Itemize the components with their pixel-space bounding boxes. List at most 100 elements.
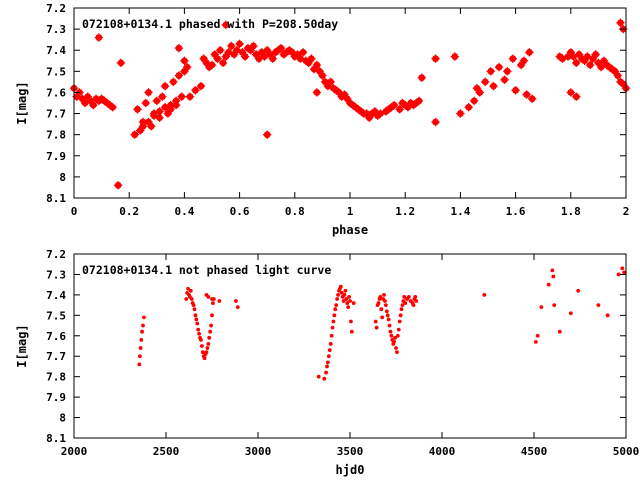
y-tick-label: 7.6 bbox=[46, 86, 66, 99]
data-point bbox=[144, 88, 153, 97]
data-point bbox=[199, 337, 203, 342]
x-tick-label: 1.2 bbox=[395, 205, 415, 218]
data-point bbox=[349, 329, 354, 334]
data-point bbox=[400, 303, 405, 308]
phased-y-tick-labels: 7.2 7.3 7.4 7.5 7.6 7.7 7.8 7.9 8 8.1 bbox=[46, 2, 66, 205]
data-point bbox=[189, 297, 194, 301]
data-point bbox=[551, 274, 556, 279]
data-point bbox=[138, 346, 143, 350]
data-point bbox=[500, 75, 509, 84]
data-point bbox=[196, 327, 201, 332]
data-point bbox=[149, 111, 159, 120]
data-point bbox=[138, 122, 148, 131]
data-point bbox=[193, 313, 198, 318]
data-point bbox=[199, 344, 204, 348]
data-point bbox=[403, 301, 408, 305]
data-point bbox=[332, 313, 337, 318]
data-point bbox=[508, 54, 518, 63]
y-tick-label: 7.2 bbox=[46, 2, 66, 15]
data-point bbox=[596, 303, 601, 308]
data-point bbox=[417, 73, 426, 82]
data-point bbox=[387, 323, 392, 328]
data-point bbox=[211, 301, 215, 305]
data-point bbox=[572, 58, 581, 68]
data-point bbox=[316, 374, 321, 379]
data-point bbox=[349, 319, 353, 324]
data-point bbox=[539, 305, 544, 310]
data-point bbox=[406, 295, 411, 299]
data-point bbox=[210, 313, 214, 318]
unphased-y-axis-label: I[mag] bbox=[15, 324, 29, 367]
y-tick-label: 7.9 bbox=[46, 391, 66, 404]
data-point bbox=[188, 288, 193, 293]
data-point bbox=[177, 92, 186, 101]
unphased-plot-title: 072108+0134.1 not phased light curve bbox=[82, 263, 331, 277]
data-point bbox=[307, 54, 316, 63]
data-point bbox=[185, 92, 195, 101]
data-point bbox=[171, 96, 181, 106]
x-tick-label: 5000 bbox=[613, 445, 640, 458]
data-point bbox=[393, 335, 397, 340]
data-point bbox=[144, 117, 153, 127]
unphased-plot-frame bbox=[73, 253, 627, 439]
data-point bbox=[373, 319, 378, 324]
data-point bbox=[312, 88, 322, 97]
data-point bbox=[268, 54, 277, 63]
data-point bbox=[333, 307, 338, 312]
data-point bbox=[208, 329, 213, 334]
data-point bbox=[568, 311, 573, 316]
data-point bbox=[379, 307, 384, 312]
data-point bbox=[388, 329, 393, 334]
data-point bbox=[413, 295, 418, 299]
x-tick-label: 4000 bbox=[429, 445, 456, 458]
data-point bbox=[395, 350, 399, 355]
data-point bbox=[382, 292, 386, 297]
x-tick-label: 1.4 bbox=[450, 205, 470, 218]
x-tick-label: 0 bbox=[71, 205, 78, 218]
data-point bbox=[113, 181, 123, 190]
data-point bbox=[527, 94, 537, 103]
data-point bbox=[240, 52, 250, 61]
data-point bbox=[616, 18, 625, 27]
data-point bbox=[398, 313, 403, 318]
data-point bbox=[489, 81, 498, 91]
data-point bbox=[155, 107, 164, 116]
data-point bbox=[330, 325, 335, 330]
data-point bbox=[217, 299, 222, 303]
data-point bbox=[525, 48, 534, 57]
data-point bbox=[142, 315, 146, 320]
data-point bbox=[137, 362, 142, 367]
data-point bbox=[336, 292, 340, 297]
y-tick-label: 7.3 bbox=[46, 268, 66, 281]
data-point bbox=[399, 307, 404, 312]
data-point bbox=[329, 333, 334, 338]
data-point bbox=[312, 60, 322, 70]
data-point bbox=[392, 340, 397, 344]
data-point bbox=[108, 103, 117, 112]
unphased-data-points bbox=[137, 266, 627, 381]
data-point bbox=[205, 346, 210, 350]
x-tick-label: 0.4 bbox=[174, 205, 194, 218]
y-tick-label: 7.9 bbox=[46, 150, 66, 163]
data-point bbox=[383, 303, 388, 308]
data-point bbox=[511, 86, 520, 95]
y-tick-label: 7.8 bbox=[46, 371, 66, 384]
y-tick-label: 7.7 bbox=[46, 108, 66, 121]
data-point bbox=[450, 52, 460, 61]
data-point bbox=[576, 288, 581, 293]
data-point bbox=[351, 301, 356, 305]
data-point bbox=[550, 268, 555, 273]
data-point bbox=[546, 282, 551, 287]
data-point bbox=[326, 360, 330, 365]
data-point bbox=[235, 305, 240, 310]
data-point bbox=[221, 20, 230, 30]
unphased-x-tick-labels: 2000 2500 3000 3500 4000 4500 5000 bbox=[61, 445, 640, 458]
data-point bbox=[194, 317, 199, 322]
data-point bbox=[322, 376, 327, 381]
data-point bbox=[263, 130, 272, 139]
data-point bbox=[380, 315, 385, 320]
data-point bbox=[324, 370, 328, 375]
data-point bbox=[94, 33, 104, 42]
x-tick-label: 4500 bbox=[521, 445, 548, 458]
